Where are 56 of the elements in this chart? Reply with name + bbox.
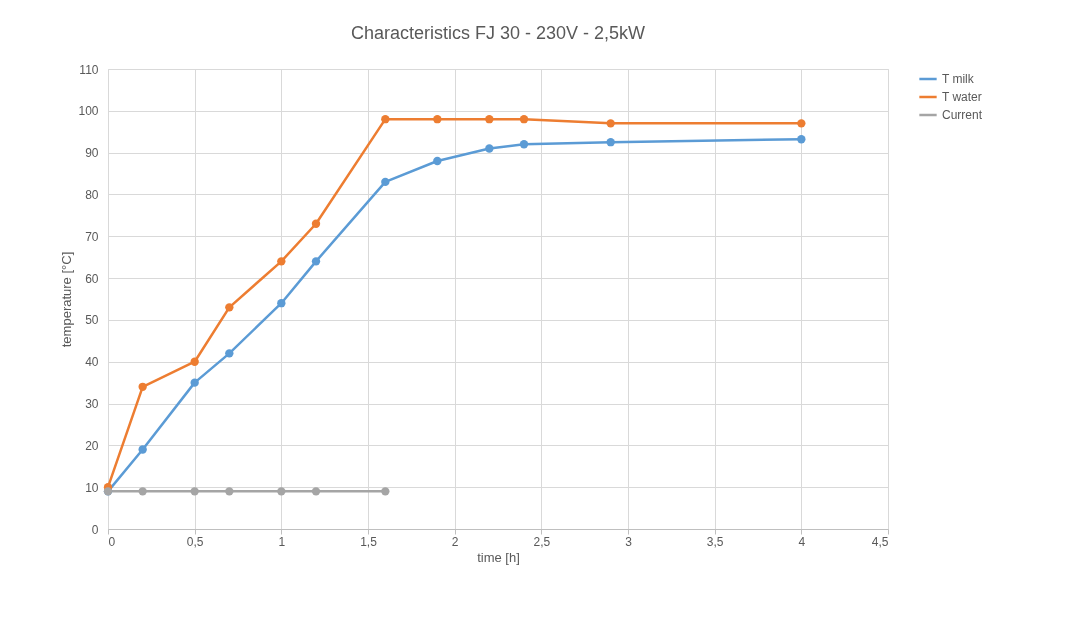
y-tick-label: 60 [85, 271, 99, 286]
y-tick-label: 90 [85, 146, 99, 161]
point [797, 119, 806, 128]
point [381, 115, 390, 124]
point [606, 138, 615, 147]
point [311, 219, 321, 228]
y-tick-label: 100 [78, 104, 99, 119]
point [381, 177, 390, 187]
y-tick-label: 20 [85, 438, 99, 453]
point [311, 487, 321, 496]
point [277, 257, 286, 266]
point [519, 115, 529, 124]
y-tick-label: 30 [85, 397, 99, 412]
point [138, 445, 147, 454]
point [138, 382, 147, 391]
y-tick-label: 80 [85, 187, 99, 202]
point [190, 487, 199, 496]
x-tick-label: 2,5 [533, 534, 551, 549]
point [433, 156, 442, 166]
point [485, 115, 494, 124]
point [225, 487, 234, 496]
point [190, 378, 199, 387]
point [277, 299, 286, 308]
x-tick-label: 1,5 [360, 534, 378, 549]
point [225, 303, 234, 312]
x-tick-label: 4 [798, 534, 806, 549]
point [485, 144, 494, 153]
legend-label: T water [942, 90, 982, 104]
x-tick-label: 1 [278, 534, 286, 549]
x-tick-label: 2 [451, 534, 459, 549]
y-tick-label: 40 [85, 355, 99, 370]
point [797, 135, 806, 144]
x-tick-label: 3,5 [706, 534, 724, 549]
x-axis-title: time [h] [477, 549, 520, 565]
point [311, 257, 321, 266]
x-tick-label: 0 [108, 534, 116, 549]
y-tick-label: 110 [79, 62, 99, 77]
y-tick-label: 0 [91, 522, 99, 537]
y-tick-label: 70 [85, 229, 99, 244]
y-tick-label: 10 [85, 480, 99, 495]
x-tick-label: 3 [625, 534, 633, 549]
point [277, 487, 286, 496]
point [433, 115, 442, 124]
legend-label: T milk [942, 72, 975, 86]
point [138, 487, 147, 496]
point [519, 140, 529, 149]
x-tick-label: 0,5 [186, 534, 204, 549]
chart-title: Characteristics FJ 30 - 230V - 2,5kW [350, 23, 646, 43]
point [190, 357, 199, 366]
legend-label: Current [942, 108, 983, 122]
point [606, 119, 615, 128]
y-tick-label: 50 [85, 313, 99, 328]
x-tick-label: 4,5 [871, 534, 889, 549]
y-axis-title: temperature [°C] [59, 251, 75, 348]
point [381, 487, 390, 496]
point [225, 349, 234, 358]
